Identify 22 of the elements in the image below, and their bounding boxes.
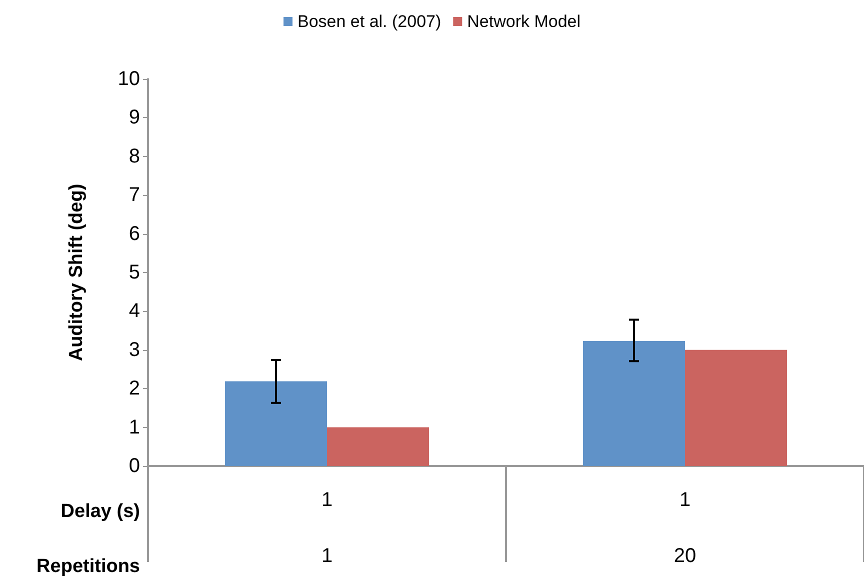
legend-label: Bosen et al. (2007) — [297, 12, 442, 31]
y-tick-label: 0 — [128, 455, 140, 477]
y-tick-label: 10 — [118, 68, 140, 90]
category-label: 1 1 — [321, 489, 333, 567]
bar — [224, 381, 327, 466]
bar — [582, 341, 685, 466]
bar — [685, 350, 788, 466]
y-tick-label: 6 — [128, 222, 140, 245]
category-label: 1 20 — [674, 489, 696, 567]
y-tick-label: 1 — [128, 416, 140, 438]
bar — [327, 427, 430, 466]
legend-label: Network Model — [467, 12, 581, 31]
y-tick-label: 8 — [128, 145, 140, 168]
y-tick-label: 7 — [128, 184, 140, 206]
y-tick-label: 3 — [128, 338, 140, 361]
y-tick-label: 5 — [128, 262, 140, 284]
y-tick-label: 4 — [128, 300, 140, 322]
text: Delay (s) — [60, 501, 140, 522]
y-tick-label: 2 — [128, 378, 140, 400]
y-tick-label: 9 — [128, 106, 140, 129]
text: Repetitions — [36, 556, 140, 577]
y-axis-title: Auditory Shift (deg) — [66, 184, 87, 362]
